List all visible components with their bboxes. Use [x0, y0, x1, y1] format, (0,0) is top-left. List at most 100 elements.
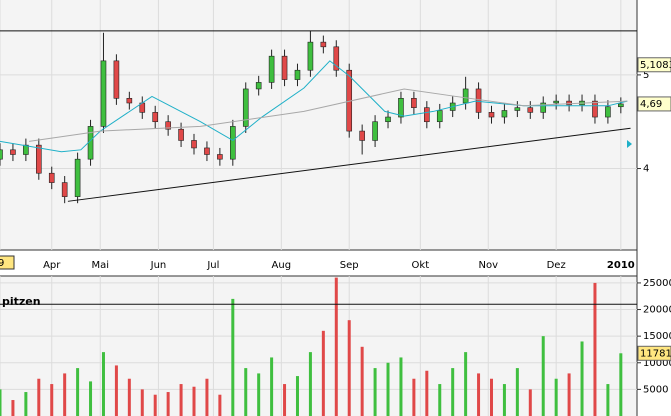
x-tick-label: Jul: [206, 260, 219, 271]
candle-body: [372, 121, 378, 141]
value-marker-box: [637, 57, 671, 73]
volume-bar: [489, 378, 493, 416]
x-tick-label: 09: [0, 258, 4, 269]
volume-bar: [89, 381, 93, 416]
candle-body: [152, 112, 159, 123]
volume-bar: [76, 368, 80, 416]
volume-bar: [502, 384, 506, 416]
volume-bar: [321, 330, 325, 416]
volume-bar: [515, 368, 519, 416]
candle-body: [411, 98, 417, 108]
volume-bar: [270, 357, 274, 416]
volume-bar: [619, 353, 623, 416]
x-tick-label: Okt: [412, 260, 430, 271]
moving-average: [0, 60, 628, 153]
volume-bar: [140, 389, 144, 416]
volume-bar: [179, 384, 183, 416]
candle-body: [398, 98, 404, 118]
candle-body: [462, 88, 469, 104]
volume-bar: [554, 378, 558, 416]
volume-bar: [24, 392, 28, 416]
candle-body: [242, 88, 249, 127]
price-panel: [0, 0, 637, 250]
x-tick-box: [0, 255, 15, 270]
volume-bar: [205, 378, 209, 416]
x-tick-label: Apr: [43, 260, 61, 271]
candle-body: [553, 100, 559, 104]
volume-bar: [477, 373, 481, 416]
volume-bar: [37, 378, 41, 416]
volume-bar: [360, 346, 364, 416]
y-tick-label: 15000: [643, 331, 671, 342]
candle-body: [436, 110, 443, 123]
volume-bar: [295, 376, 299, 416]
candle-body: [100, 60, 107, 127]
x-tick-label: 2010: [607, 260, 635, 271]
volume-bar: [438, 384, 442, 416]
candle-body: [320, 41, 327, 48]
candle-body: [191, 140, 197, 149]
candle-body: [268, 55, 275, 83]
candle-body: [230, 126, 236, 160]
volume-bar: [127, 378, 131, 416]
candle-body: [333, 46, 340, 71]
volume-bar: [386, 362, 390, 416]
value-marker-box: [637, 96, 671, 112]
volume-bar: [451, 368, 455, 416]
volume-bar: [464, 352, 468, 416]
last-volume-box: [637, 345, 671, 361]
volume-bar: [50, 384, 54, 416]
x-tick-label: Mai: [91, 260, 109, 271]
x-tick-label: Aug: [272, 260, 292, 271]
candle-body: [204, 147, 210, 155]
y-tick-label: 20000: [643, 305, 671, 316]
volume-bar: [412, 378, 416, 416]
candle-body: [36, 144, 42, 174]
volume-title: pitzen: [2, 295, 41, 308]
x-tick-label: Sep: [340, 260, 359, 271]
candle-body: [540, 102, 547, 113]
candle-body: [501, 110, 508, 118]
y-tick-label: 5000: [643, 384, 668, 395]
candle-body: [0, 149, 3, 160]
y-tick-label: 25000: [643, 278, 671, 289]
y-tick-label: 5: [643, 70, 649, 81]
candle-body: [424, 107, 430, 123]
volume-bar: [373, 368, 377, 416]
y-tick-label: 10000: [643, 358, 671, 369]
candle-body: [113, 60, 120, 99]
ma-marker: [627, 140, 632, 148]
volume-bar: [399, 357, 403, 416]
volume-bar: [114, 365, 118, 416]
candle-body: [475, 88, 482, 113]
volume-bar: [101, 352, 105, 416]
candle-body: [23, 144, 29, 155]
volume-bar: [347, 320, 351, 416]
trendline: [67, 127, 631, 202]
candle-body: [514, 107, 521, 111]
candle-body: [294, 69, 301, 80]
candle-body: [281, 55, 288, 80]
candle-body: [217, 154, 223, 160]
volume-panel: [0, 276, 637, 416]
x-tick-label: Nov: [478, 260, 498, 271]
candle-body: [488, 112, 495, 118]
moving-average: [29, 88, 628, 142]
volume-bar: [567, 373, 571, 416]
candle-body: [74, 158, 81, 197]
volume-bar: [308, 352, 312, 416]
candle-body: [126, 98, 133, 104]
volume-bar: [231, 298, 235, 416]
candle-body: [618, 103, 624, 108]
volume-bar: [153, 394, 157, 416]
candle-body: [48, 172, 55, 183]
x-tick-label: Dez: [547, 260, 566, 271]
volume-bar: [593, 282, 597, 416]
candle-body: [605, 106, 611, 118]
candle-body: [165, 121, 171, 130]
volume-bar: [192, 386, 196, 416]
x-tick-label: Jun: [150, 260, 167, 271]
volume-bar: [63, 373, 67, 416]
volume-bar: [0, 389, 2, 416]
